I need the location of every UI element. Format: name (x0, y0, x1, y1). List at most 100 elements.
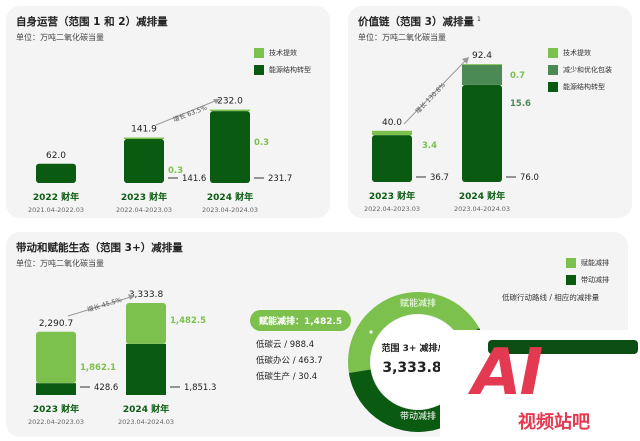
scope3-title-text: 价值链（范围 3）减排量 (358, 16, 474, 28)
scope12-chart: 62.0 2022 财年 2021.04-2022.03 141.9 2023 财年 20… (28, 97, 292, 214)
category-label: 2024 财年 (459, 190, 505, 202)
breakdown-item-production: 低碳生产 / 30.4 (256, 372, 318, 382)
total-label: 141.9 (131, 125, 157, 135)
category-label: 2024 财年 (123, 403, 169, 415)
bar-packaging (462, 65, 502, 85)
category-label: 2023 财年 (121, 191, 167, 203)
energy-value-label: 141.6 (182, 174, 206, 184)
donut-slice-enable (348, 292, 480, 373)
legend-label: 赋能减排 (581, 259, 609, 267)
category-label: 2022 财年 (33, 191, 79, 203)
scope12-title: 自身运营（范围 1 和 2）减排量 (16, 16, 168, 28)
tech-value-label: 0.7 (510, 71, 525, 81)
period-label: 2023.04-2024.03 (118, 418, 174, 426)
scope12-panel: 自身运营（范围 1 和 2）减排量 单位：万吨二氧化碳当量 技术提效 能源结构转… (6, 6, 330, 218)
legend-swatch (254, 48, 264, 58)
growth-label: 增长 63.5% (171, 103, 208, 124)
energy-value-label: 76.0 (520, 173, 539, 183)
bar-energy (36, 163, 76, 183)
bar-energy (124, 139, 164, 183)
energy-value-label: 231.7 (268, 174, 292, 184)
donut-center-value: 3,333.8 (382, 360, 441, 376)
bar-energy (210, 111, 250, 183)
legend-item-drive: 带动减排 (566, 275, 609, 285)
tech-value-label: 3.4 (422, 141, 437, 151)
period-label: 2021.04-2022.03 (28, 206, 84, 214)
donut-center-label: 范围 3+ 减排总 (381, 342, 446, 354)
category-label: 2023 财年 (33, 403, 79, 415)
scope3-legend: 技术提效 减少和优化包装 能源结构转型 (548, 48, 612, 99)
legend-swatch (548, 82, 558, 92)
scope3plus-chart: 2,290.7 2023 财年 2022.04-2023.03 428.6 1,862.… (28, 290, 488, 432)
total-label: 40.0 (382, 118, 402, 128)
bar-drive (36, 383, 76, 395)
total-label: 232.0 (217, 97, 243, 107)
legend-swatch (548, 48, 558, 58)
legend-swatch (254, 65, 264, 75)
period-label: 2023.04-2024.03 (454, 205, 510, 213)
scope3-chart: 40.0 2023 财年 2022.04-2023.03 36.7 92.4 2024 财… (364, 51, 539, 213)
legend-label: 能源结构转型 (269, 66, 311, 74)
bar-tech (124, 137, 164, 140)
period-label: 2022.04-2023.03 (116, 206, 172, 214)
tech-value-label: 0.3 (168, 166, 183, 176)
legend-item-energy: 能源结构转型 (548, 82, 612, 92)
legend-label: 技术提效 (269, 49, 297, 57)
watermark-bar (488, 340, 638, 354)
breakdown-item-cloud: 低碳云 / 988.4 (256, 340, 315, 350)
packaging-value-label: 15.6 (510, 99, 531, 109)
donut-label-enable: 赋能减排 (400, 297, 436, 309)
bar-enable (36, 331, 76, 384)
growth-label: 增长 130.8% (413, 80, 447, 115)
total-label: 92.4 (472, 51, 492, 61)
growth-arrow (155, 98, 221, 126)
growth-arrowhead (128, 294, 135, 300)
legend-item-tech: 技术提效 (548, 48, 612, 58)
scope3-unit: 单位：万吨二氧化碳当量 (358, 33, 446, 42)
growth-label: 增长 45.5% (86, 295, 123, 314)
enable-breakdown-list: 低碳云 / 988.4 低碳办公 / 463.7 低碳生产 / 30.4 (256, 337, 323, 385)
total-label: 3,333.8 (129, 290, 164, 300)
period-label: 2022.04-2023.03 (28, 418, 84, 426)
legend-label: 减少和优化包装 (563, 66, 612, 74)
bar-energy (372, 135, 412, 182)
legend-label: 带动减排 (581, 276, 609, 284)
period-label: 2023.04-2024.03 (202, 206, 258, 214)
roadmap-label: 低碳行动路线 / 相应的减排量 (502, 293, 600, 302)
watermark-site-text: 视频站吧 (518, 412, 590, 433)
category-label: 2023 财年 (369, 190, 415, 202)
total-label: 2,290.7 (39, 319, 73, 329)
scope12-unit: 单位：万吨二氧化碳当量 (16, 33, 104, 42)
legend-item-tech: 技术提效 (254, 48, 311, 58)
legend-item-enable: 赋能减排 (566, 258, 609, 268)
bar-drive (126, 343, 166, 395)
scope12-legend: 技术提效 能源结构转型 (254, 48, 311, 82)
enable-value-label: 1,482.5 (170, 316, 206, 326)
scope3-title: 价值链（范围 3）减排量 1 (358, 14, 481, 29)
total-label: 62.0 (46, 151, 66, 161)
growth-arrow (403, 57, 469, 125)
legend-swatch (566, 275, 576, 285)
bar-tech (210, 109, 250, 112)
enable-total-pill: 赋能减排：1,482.5 (250, 310, 352, 331)
growth-arrowhead (213, 99, 220, 104)
energy-value-label: 36.7 (430, 173, 449, 183)
legend-item-packaging: 减少和优化包装 (548, 65, 612, 75)
bar-enable (126, 303, 166, 344)
legend-item-energy: 能源结构转型 (254, 65, 311, 75)
growth-arrow (67, 295, 135, 317)
legend-swatch (566, 258, 576, 268)
tech-value-label: 0.3 (254, 138, 269, 148)
breakdown-item-office: 低碳办公 / 463.7 (256, 356, 323, 366)
scope3plus-unit: 单位：万吨二氧化碳当量 (16, 259, 104, 268)
drive-value-label: 1,851.3 (184, 383, 216, 393)
enable-value-label: 1,862.1 (80, 363, 116, 373)
legend-label: 技术提效 (563, 49, 591, 57)
legend-label: 能源结构转型 (563, 83, 605, 91)
scope3plus-legend: 赋能减排 带动减排 (566, 258, 609, 292)
period-label: 2022.04-2023.03 (364, 205, 420, 213)
drive-value-label: 428.6 (94, 383, 118, 393)
legend-swatch (548, 65, 558, 75)
donut-marker-dot (369, 330, 373, 334)
category-label: 2024 财年 (207, 191, 253, 203)
